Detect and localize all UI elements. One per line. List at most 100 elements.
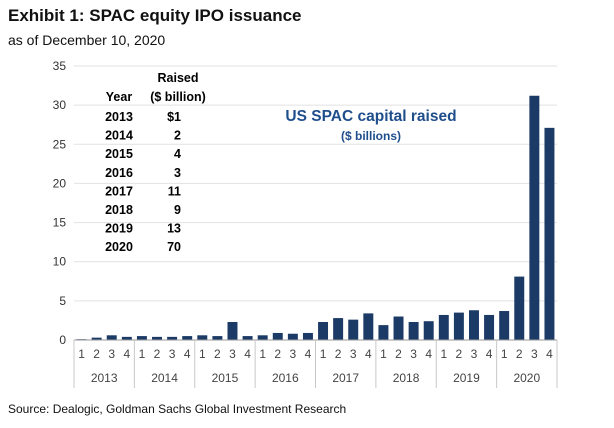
bar-2015-q3: 2015 Q3: 2.3	[227, 321, 238, 340]
quarter-label: 2	[93, 347, 100, 361]
page-title: Exhibit 1: SPAC equity IPO issuance	[8, 6, 302, 25]
bar-2015-q4: 2015 Q4: 0.5	[242, 336, 253, 340]
table-cell-raised: 2	[174, 129, 181, 143]
table-cell-raised: 4	[174, 147, 181, 161]
table-cell-year: 2017	[105, 184, 133, 198]
bar-2018-q2: 2018 Q2: 3	[393, 316, 404, 340]
y-tick-label-30: 30	[53, 98, 67, 112]
chart-annotation-subtitle: ($ billions)	[341, 129, 401, 143]
table-cell-raised: 9	[174, 203, 181, 217]
table-cell-year: 2015	[105, 147, 133, 161]
quarter-label: 3	[471, 347, 478, 361]
table-cell-year: 2014	[105, 129, 133, 143]
source-note: Source: Dealogic, Goldman Sachs Global I…	[8, 402, 347, 416]
quarter-label: 1	[139, 347, 146, 361]
quarter-label: 3	[290, 347, 297, 361]
bar-2013-q4: 2013 Q4: 0.4	[121, 336, 132, 340]
quarter-label: 2	[395, 347, 402, 361]
quarter-label: 2	[154, 347, 161, 361]
table-cell-raised: 13	[167, 222, 181, 236]
bar-2020-q4: 2020 Q4: 27.1	[544, 127, 555, 341]
bar-2016-q3: 2016 Q3: 0.8	[287, 333, 298, 340]
table-header-year: Year	[106, 90, 133, 104]
year-label-2018: 2018	[393, 371, 420, 385]
y-axis-ticks: 0 5 10 15 20 25 30 35	[53, 59, 67, 347]
quarter-label: 1	[320, 347, 327, 361]
year-label-2020: 2020	[513, 371, 540, 385]
bar-2016-q4: 2016 Q4: 0.9	[302, 332, 313, 340]
table-cell-year: 2019	[105, 222, 133, 236]
quarter-label: 3	[169, 347, 176, 361]
y-tick-label-20: 20	[53, 176, 67, 190]
bar-2020-q2: 2020 Q2: 8.1	[514, 276, 525, 340]
quarter-label: 2	[456, 347, 463, 361]
bar-2017-q4: 2017 Q4: 3.4	[363, 313, 374, 340]
quarter-label: 3	[108, 347, 115, 361]
quarter-label: 2	[335, 347, 342, 361]
quarter-label: 1	[78, 347, 85, 361]
quarter-label: 4	[184, 347, 191, 361]
table-header-raised: Raised	[158, 71, 199, 85]
table-cell-year: 2018	[105, 203, 133, 217]
quarter-label: 4	[305, 347, 312, 361]
quarter-label: 2	[274, 347, 281, 361]
quarter-label: 3	[531, 347, 538, 361]
year-label-2019: 2019	[453, 371, 480, 385]
y-tick-label-0: 0	[59, 333, 66, 347]
quarter-label: 1	[380, 347, 387, 361]
table-cell-year: 2020	[105, 240, 133, 254]
quarter-label: 4	[123, 347, 130, 361]
bar-2014-q4: 2014 Q4: 0.5	[182, 336, 193, 340]
y-tick-label-10: 10	[53, 255, 67, 269]
table-cell-raised: 70	[167, 240, 181, 254]
bar-2020-q1: 2020 Q1: 3.7	[499, 311, 510, 340]
bar-2018-q4: 2018 Q4: 2.4	[423, 321, 434, 340]
quarter-label: 4	[365, 347, 372, 361]
quarter-label: 4	[425, 347, 432, 361]
bar-2015-q1: 2015 Q1: 0.6	[197, 335, 208, 340]
table-cell-raised: 3	[174, 166, 181, 180]
bar-2017-q3: 2017 Q3: 2.6	[348, 319, 359, 340]
year-label-2015: 2015	[212, 371, 239, 385]
quarter-label: 3	[229, 347, 236, 361]
quarter-label: 1	[501, 347, 508, 361]
y-tick-label-25: 25	[53, 137, 67, 151]
chart-annotation-title: US SPAC capital raised	[285, 108, 456, 125]
bar-2020-q3: 2020 Q3: 31.2	[529, 95, 540, 341]
bar-2014-q1: 2014 Q1: 0.5	[136, 336, 147, 340]
table-cell-raised: $1	[167, 110, 181, 124]
y-gridlines	[74, 65, 557, 302]
bar-2014-q3: 2014 Q3: 0.4	[167, 336, 178, 340]
table-cell-year: 2013	[105, 110, 133, 124]
bar-2016-q2: 2016 Q2: 0.9	[272, 332, 283, 340]
table-header-billion: ($ billion)	[150, 90, 206, 104]
quarter-label: 1	[440, 347, 447, 361]
y-tick-label-35: 35	[53, 59, 67, 73]
quarter-label: 1	[199, 347, 206, 361]
bar-series: 2013 Q1: 0.12013 Q2: 0.32013 Q3: 0.62013…	[76, 95, 555, 341]
quarter-label: 2	[516, 347, 523, 361]
table-cell-raised: 11	[168, 184, 181, 198]
bar-2013-q2: 2013 Q2: 0.3	[91, 337, 102, 340]
page-subtitle: as of December 10, 2020	[8, 32, 166, 48]
year-label-2013: 2013	[91, 371, 118, 385]
quarter-label: 4	[546, 347, 553, 361]
quarter-label: 1	[259, 347, 266, 361]
bar-2018-q1: 2018 Q1: 1.9	[378, 325, 389, 340]
raised-table: Raised Year ($ billion) 2013 $1 2014 2 2015 4 201…	[105, 71, 206, 254]
quarter-label: 2	[214, 347, 221, 361]
bar-2019-q1: 2019 Q1: 3.2	[438, 314, 449, 340]
bar-2017-q1: 2017 Q1: 2.3	[318, 321, 329, 340]
table-cell-year: 2016	[105, 166, 133, 180]
bar-2014-q2: 2014 Q2: 0.4	[152, 336, 162, 340]
y-tick-label-5: 5	[59, 294, 66, 308]
bar-2019-q3: 2019 Q3: 3.8	[469, 310, 479, 340]
bar-2017-q2: 2017 Q2: 2.8	[333, 318, 344, 340]
quarter-label: 3	[350, 347, 357, 361]
year-label-2014: 2014	[151, 371, 178, 385]
bar-2019-q4: 2019 Q4: 3.2	[484, 314, 495, 340]
bar-2013-q3: 2013 Q3: 0.6	[106, 335, 117, 340]
quarter-label: 4	[486, 347, 493, 361]
